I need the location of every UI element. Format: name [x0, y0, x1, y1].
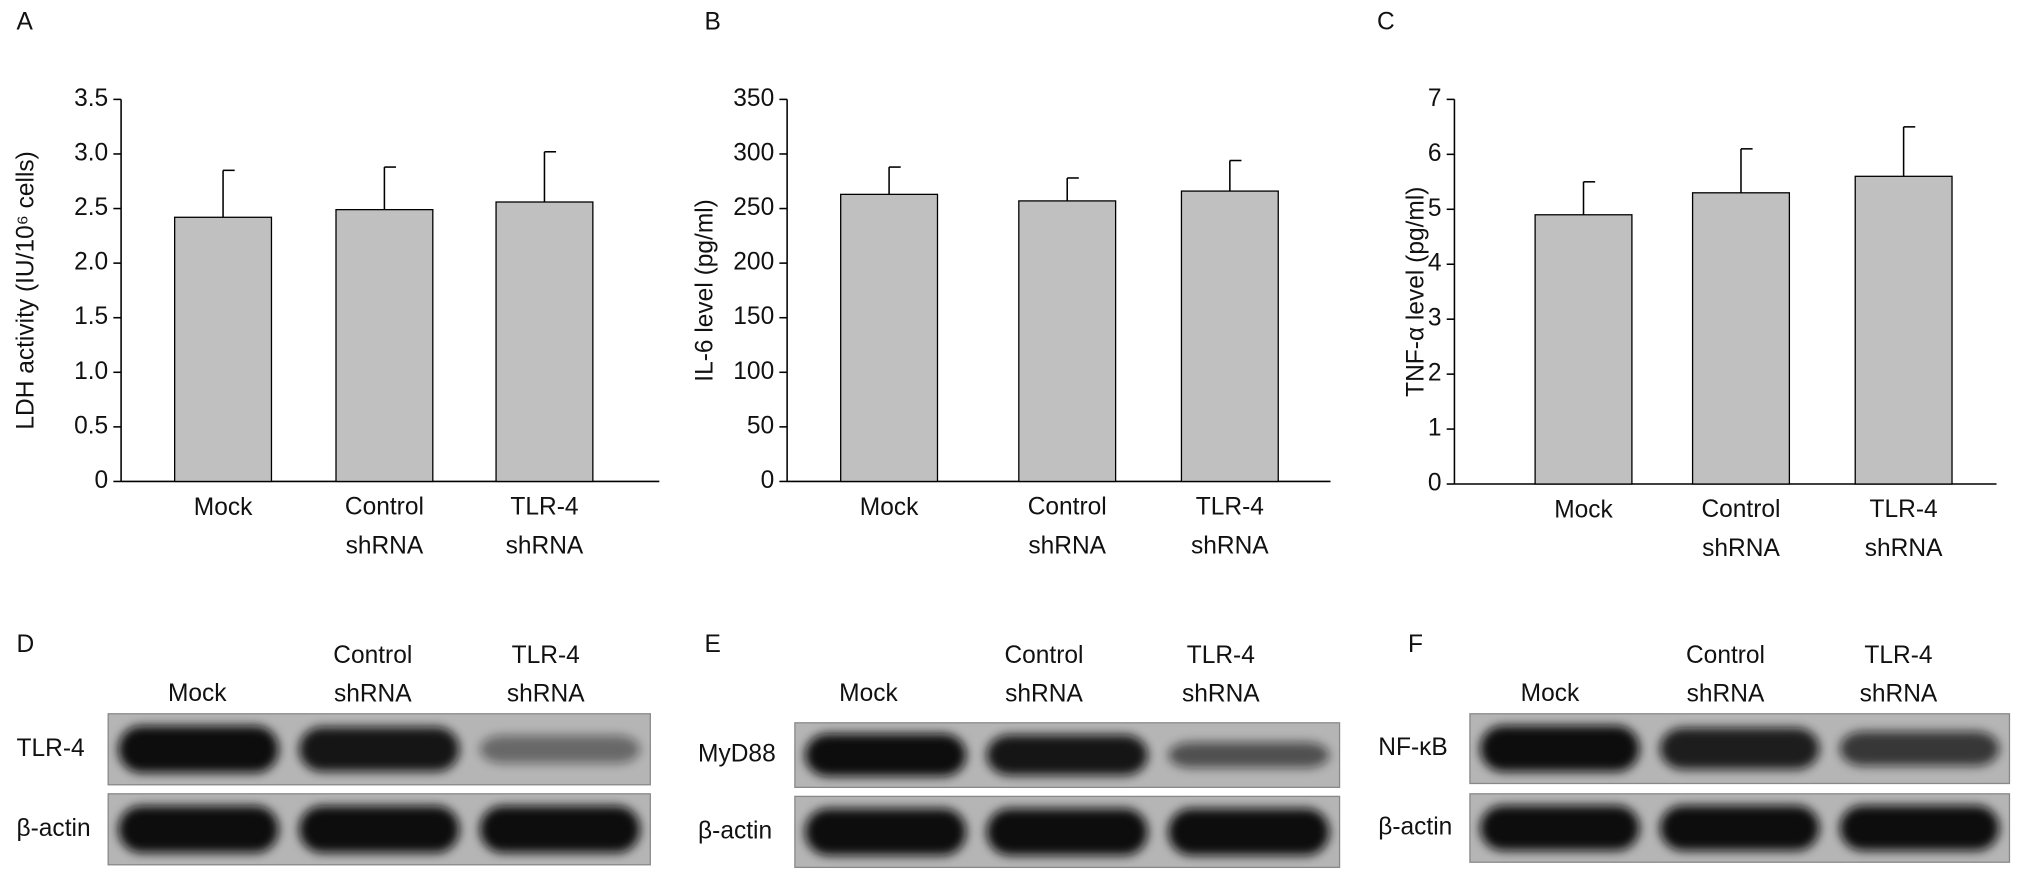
y-tick-label: 1: [1428, 415, 1442, 442]
lane-label: TLR-4 shRNA: [507, 642, 585, 708]
y-tick-label: 3.0: [74, 139, 108, 166]
blot-band: [299, 805, 460, 853]
bar: [1180, 190, 1279, 483]
lane-label: Control shRNA: [1686, 642, 1765, 708]
bar: [1854, 175, 1953, 485]
y-tick-label: 250: [733, 194, 774, 221]
y-tick-label: 2.0: [74, 249, 108, 276]
lane-label: TLR-4 shRNA: [1182, 642, 1260, 708]
blot-band: [1660, 805, 1820, 851]
lane-label: TLR-4 shRNA: [1860, 642, 1938, 708]
blot-band: [479, 805, 640, 853]
row-label: β-actin: [698, 817, 772, 844]
panel-label: E: [705, 631, 721, 658]
bar: [495, 201, 594, 483]
lane-label: Mock: [168, 680, 227, 707]
bar: [1018, 200, 1117, 483]
blot-band: [986, 808, 1148, 856]
y-tick-label: 0: [761, 467, 775, 494]
y-tick-label: 50: [747, 412, 774, 439]
y-axis-label: IL-6 level (pg/ml): [691, 199, 718, 382]
panel-label: F: [1408, 631, 1423, 658]
x-tick-label: Mock: [860, 494, 919, 521]
blot-band: [986, 734, 1148, 776]
bar: [1534, 214, 1633, 485]
blot-band: [1168, 808, 1330, 856]
x-tick-label: TLR-4 shRNA: [506, 494, 584, 560]
x-tick-label: Control shRNA: [1028, 494, 1107, 560]
row-label: β-actin: [17, 815, 91, 842]
blot-band: [1839, 805, 2000, 851]
y-tick-label: 0: [1428, 470, 1442, 497]
bar: [1691, 192, 1791, 485]
y-tick-label: 5: [1428, 195, 1442, 222]
y-tick-label: 1.0: [74, 358, 108, 385]
y-tick-label: 7: [1428, 85, 1442, 112]
blot-band: [118, 725, 279, 773]
y-tick-label: 300: [733, 139, 774, 166]
y-tick-label: 0: [95, 467, 109, 494]
blot-band: [805, 808, 967, 856]
bar: [840, 193, 939, 483]
lane-label: Mock: [1521, 680, 1580, 707]
blot-band: [1480, 725, 1640, 772]
blot-band: [1168, 742, 1330, 768]
y-tick-label: 150: [733, 303, 774, 330]
y-tick-label: 4: [1428, 250, 1442, 277]
y-tick-label: 100: [733, 358, 774, 385]
bar: [335, 208, 434, 483]
blot-band: [805, 733, 967, 777]
row-label: MyD88: [698, 741, 776, 768]
row-label: TLR-4: [17, 735, 85, 762]
blot-band: [118, 805, 279, 853]
y-tick-label: 0.5: [74, 412, 108, 439]
x-tick-label: TLR-4 shRNA: [1191, 494, 1269, 560]
row-label: β-actin: [1378, 813, 1452, 840]
blot-band: [479, 735, 640, 764]
y-tick-label: 1.5: [74, 303, 108, 330]
y-tick-label: 3: [1428, 305, 1442, 332]
blot-band: [299, 727, 460, 772]
panel-label: B: [705, 9, 721, 36]
bar: [174, 216, 273, 483]
y-axis-label: TNF-α level (pg/ml): [1402, 187, 1429, 397]
panel-label: D: [17, 631, 35, 658]
x-tick-label: Mock: [194, 494, 253, 521]
blot-band: [1660, 727, 1820, 770]
blot-band: [1480, 805, 1640, 851]
y-tick-label: 6: [1428, 140, 1442, 167]
y-tick-label: 200: [733, 249, 774, 276]
blot-band: [1839, 731, 2000, 766]
x-tick-label: Control shRNA: [1701, 497, 1780, 563]
lane-label: Mock: [839, 680, 898, 707]
x-tick-label: TLR-4 shRNA: [1865, 497, 1943, 563]
panel-label: C: [1377, 9, 1395, 36]
y-tick-label: 2: [1428, 360, 1442, 387]
y-tick-label: 3.5: [74, 85, 108, 112]
x-tick-label: Control shRNA: [345, 494, 424, 560]
lane-label: Control shRNA: [333, 642, 412, 708]
lane-label: Control shRNA: [1004, 642, 1083, 708]
y-axis-label: LDH activity (IU/10⁶ cells): [12, 151, 39, 429]
y-tick-label: 350: [733, 85, 774, 112]
row-label: NF-κB: [1378, 734, 1447, 761]
panel-label: A: [17, 9, 34, 36]
y-tick-label: 2.5: [74, 194, 108, 221]
x-tick-label: Mock: [1554, 497, 1613, 524]
